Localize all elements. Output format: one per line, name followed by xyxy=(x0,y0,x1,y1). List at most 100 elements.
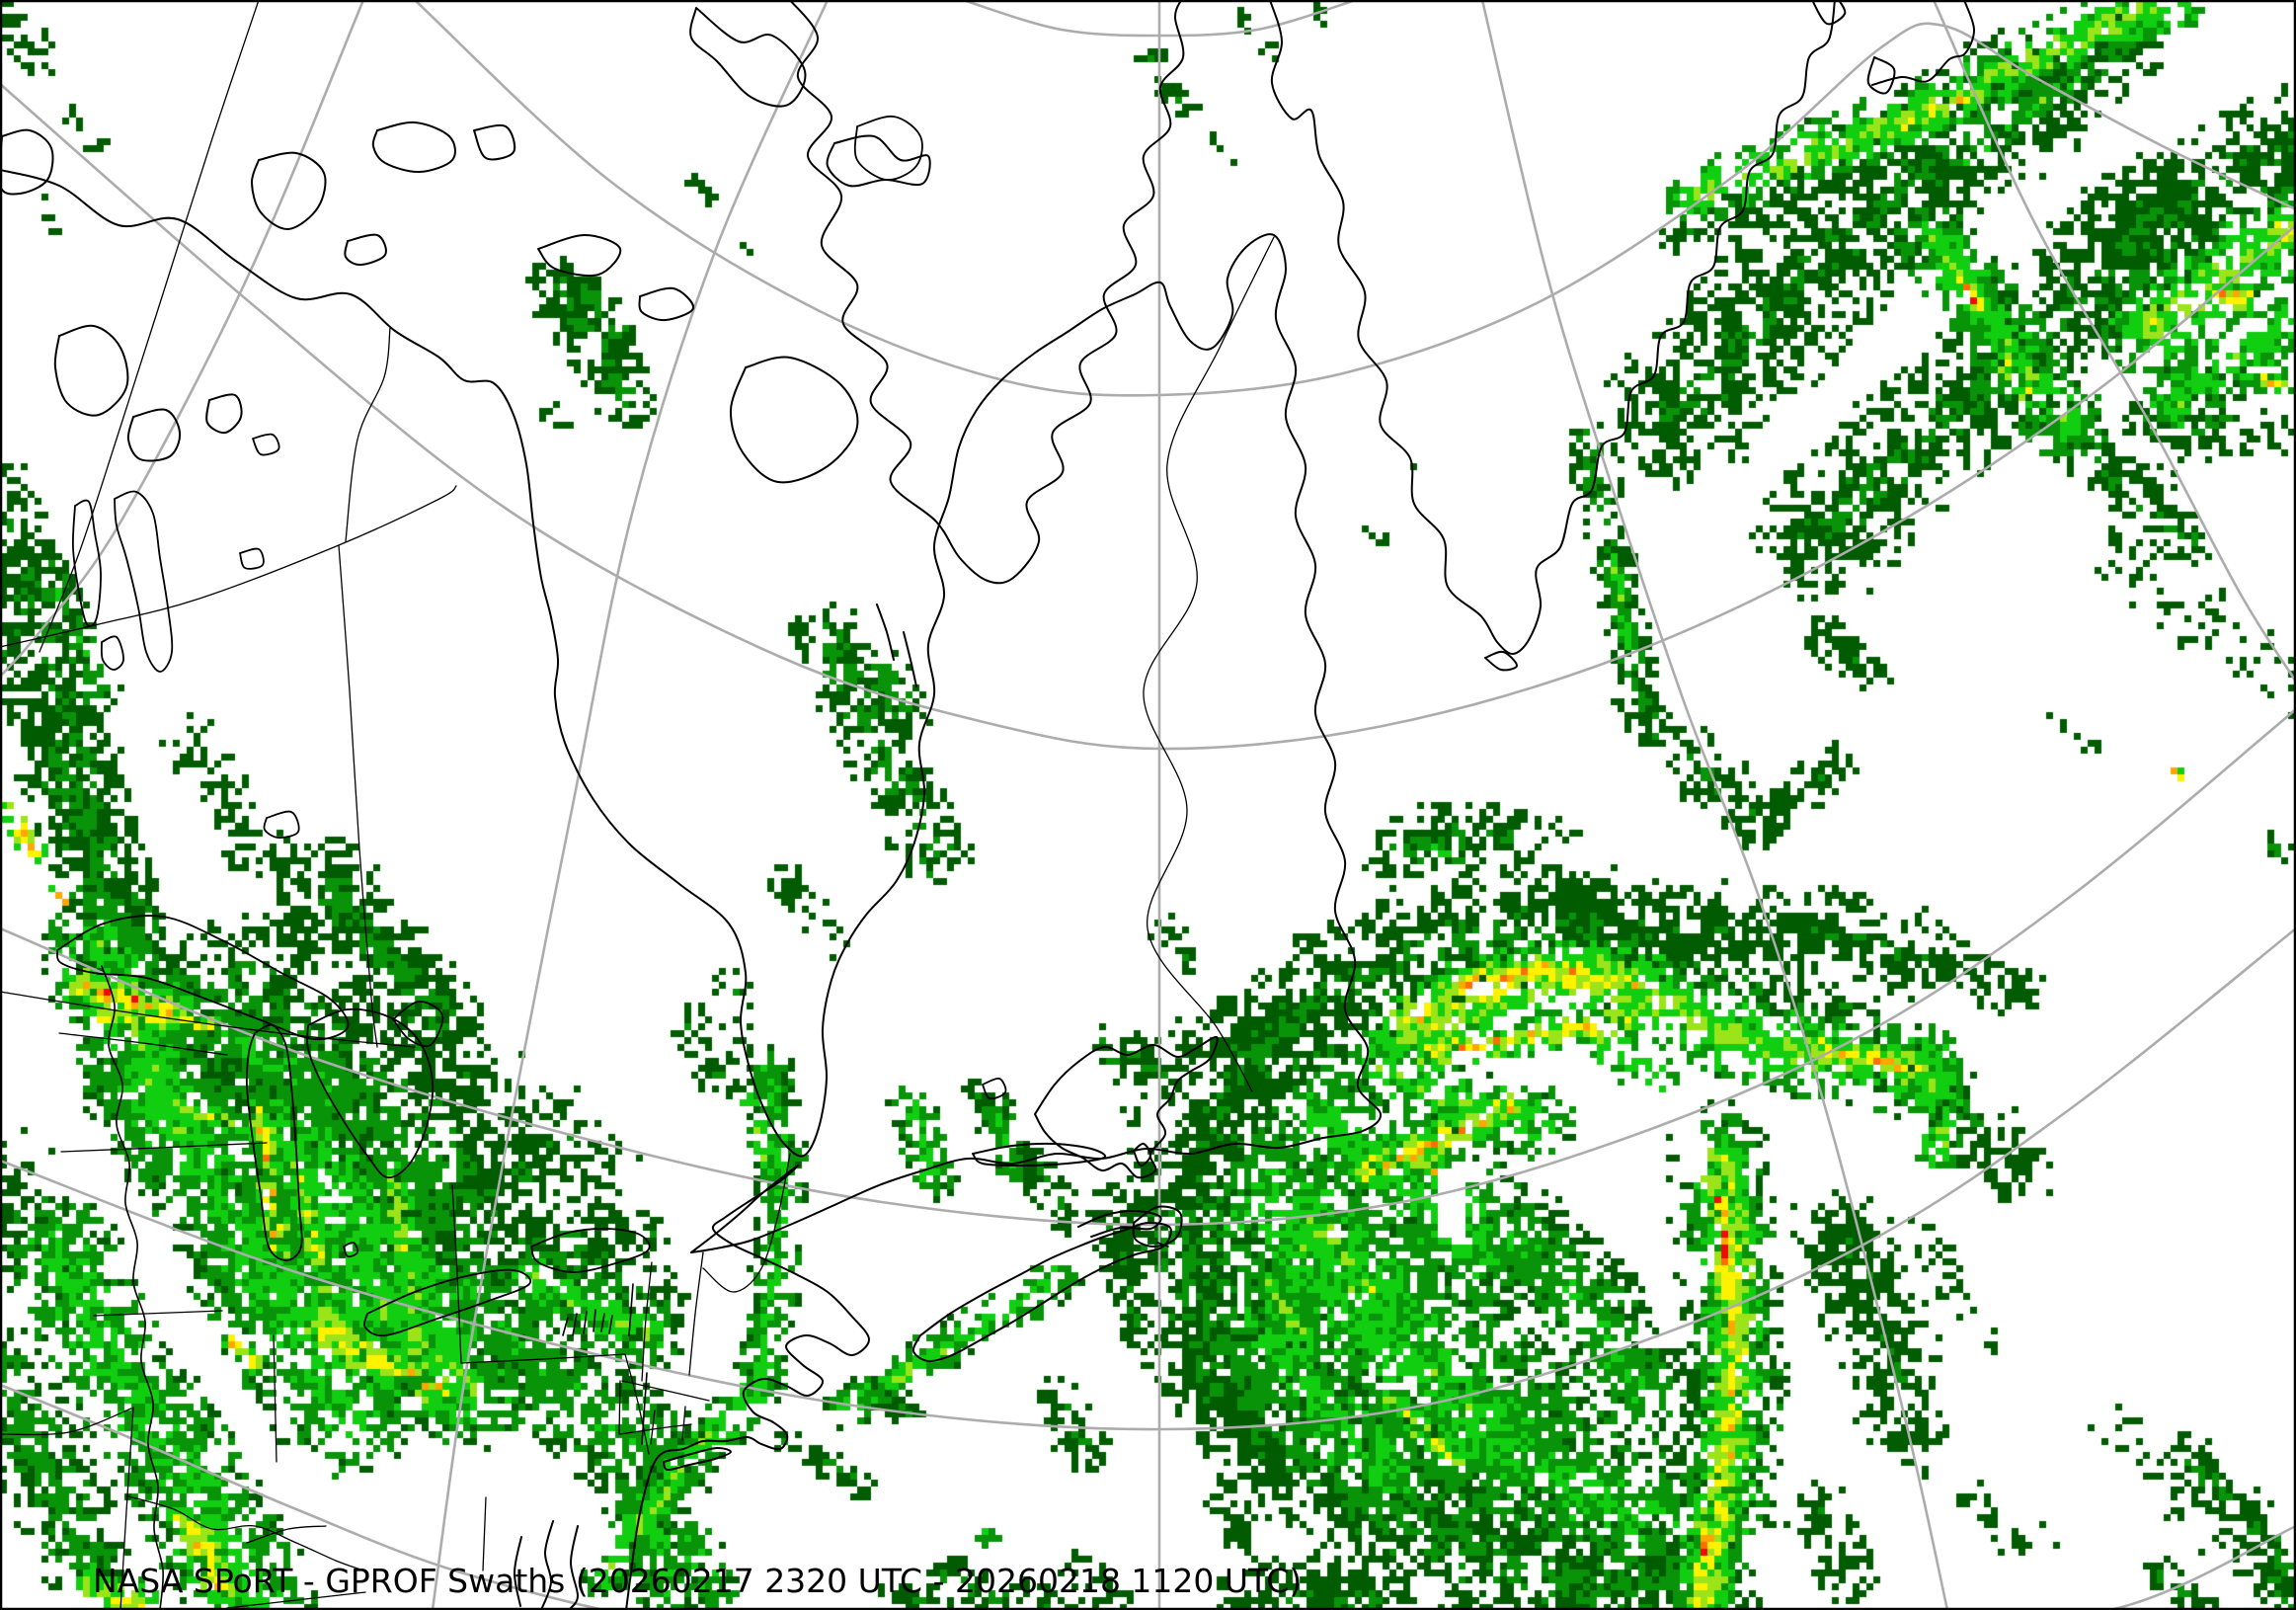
border-19 xyxy=(618,1380,621,1435)
small-lake-a xyxy=(252,433,280,456)
coast-arctic-islet-i xyxy=(371,121,456,174)
lake-winnipegosis xyxy=(71,499,102,627)
lac-st-jean xyxy=(982,1077,1007,1100)
meridian-2 xyxy=(0,0,365,679)
coast-arctic-islet-j xyxy=(344,233,387,267)
coast-arctic-islet-b xyxy=(826,134,931,188)
border-26 xyxy=(0,1408,132,1436)
border-layer xyxy=(0,0,1275,1610)
coast-baffin-island xyxy=(789,0,1185,585)
border-15 xyxy=(621,1380,710,1402)
border-17 xyxy=(650,1409,656,1445)
meridian-1 xyxy=(431,0,830,1610)
coast-newfoundland xyxy=(1034,1035,1219,1179)
coast-arctic-islet-g xyxy=(205,393,243,435)
coast-greenland-tip-islet xyxy=(1484,650,1518,672)
border-23 xyxy=(127,1495,364,1571)
coast-greenland-fjord-bit xyxy=(1811,0,1847,26)
lake-ontario xyxy=(530,1228,651,1273)
border-25 xyxy=(119,1407,134,1610)
latitude-arc-2 xyxy=(0,82,2296,751)
lake-huron xyxy=(306,1007,435,1179)
nettilling-lake xyxy=(853,115,923,181)
lake-layer xyxy=(56,115,1007,1337)
georgian-bay xyxy=(392,1001,444,1048)
border-10 xyxy=(460,1353,626,1364)
coast-magdalen-islands xyxy=(1133,1142,1152,1167)
latitude-arc-3 xyxy=(0,707,2296,1227)
coast-arctic-islet-c xyxy=(473,123,516,161)
water-line-8 xyxy=(1156,1242,1169,1248)
lake-michigan xyxy=(245,1023,303,1261)
coast-chesapeake-shore-b xyxy=(568,1525,580,1610)
border-24 xyxy=(246,1525,327,1544)
water-line-2 xyxy=(583,1311,588,1334)
coast-mainland-canada xyxy=(0,169,1383,1253)
border-22 xyxy=(226,1591,366,1609)
border-2 xyxy=(345,327,391,542)
lake-winnipeg xyxy=(114,490,174,673)
coast-arctic-islet-f xyxy=(126,408,182,462)
border-1 xyxy=(0,485,457,648)
meridian-3 xyxy=(1480,0,1949,1610)
water-line-3 xyxy=(593,1309,596,1332)
lake-of-the-woods xyxy=(263,810,300,839)
border-4 xyxy=(0,991,416,1048)
border-8 xyxy=(273,1334,277,1463)
lake-manitoba xyxy=(100,635,124,671)
coast-arctic-islet-a xyxy=(689,7,807,108)
coast-chesapeake-shore-a xyxy=(540,1520,554,1610)
coast-greenland-ne-coast xyxy=(1871,0,1976,86)
coast-belcher-islet-b xyxy=(903,631,917,687)
border-16 xyxy=(619,1423,692,1435)
border-0 xyxy=(39,0,260,653)
border-6 xyxy=(58,1032,228,1056)
coast-mansel-island xyxy=(638,286,695,322)
border-21 xyxy=(1143,236,1275,1092)
border-7 xyxy=(93,1310,223,1317)
coast-southampton-island xyxy=(729,356,859,484)
border-18 xyxy=(681,1406,686,1441)
latitude-arc-5 xyxy=(0,1383,2296,1610)
coast-anticosti-island xyxy=(972,1142,1106,1167)
latitude-arc-4 xyxy=(0,926,2296,1431)
map-caption: NASA SPoRT - GPROF Swaths (20260217 2320… xyxy=(93,1562,1303,1600)
latitude-arc-1 xyxy=(413,0,2296,397)
small-lake-b xyxy=(239,547,265,570)
coast-chesapeake-shore-c xyxy=(513,1536,522,1607)
water-line-layer xyxy=(101,965,1169,1610)
water-line-7 xyxy=(628,1283,634,1336)
coast-arctic-islet-d xyxy=(0,128,54,196)
lake-erie xyxy=(363,1268,531,1337)
water-line-5 xyxy=(608,1315,613,1334)
water-line-0 xyxy=(562,1317,569,1336)
meridian-4 xyxy=(1932,0,2296,684)
border-20 xyxy=(702,1153,791,1293)
lake-st-clair xyxy=(343,1241,359,1258)
border-12 xyxy=(482,1496,487,1571)
coast-arctic-islet-h xyxy=(250,151,327,231)
coast-long-island xyxy=(663,1446,732,1472)
water-line-1 xyxy=(572,1313,578,1336)
water-line-4 xyxy=(600,1313,605,1332)
border-3 xyxy=(338,544,378,1048)
coast-gaspe-newengland-coast xyxy=(625,1164,871,1610)
border-11 xyxy=(624,1353,650,1455)
coast-coats-island xyxy=(537,234,622,278)
coast-arctic-islet-e xyxy=(53,324,129,417)
coastline-layer xyxy=(0,0,1976,1610)
coast-greenland xyxy=(1269,0,1836,655)
border-9 xyxy=(451,1184,462,1364)
coast-belcher-islet-a xyxy=(876,604,895,661)
border-14 xyxy=(641,1261,653,1382)
border-5 xyxy=(60,1142,268,1153)
coast-nova-scotia xyxy=(911,1221,1172,1363)
coast-prince-edward-island xyxy=(1077,1209,1162,1238)
coast-cape-breton xyxy=(1132,1205,1183,1248)
lake-superior xyxy=(56,915,350,1041)
